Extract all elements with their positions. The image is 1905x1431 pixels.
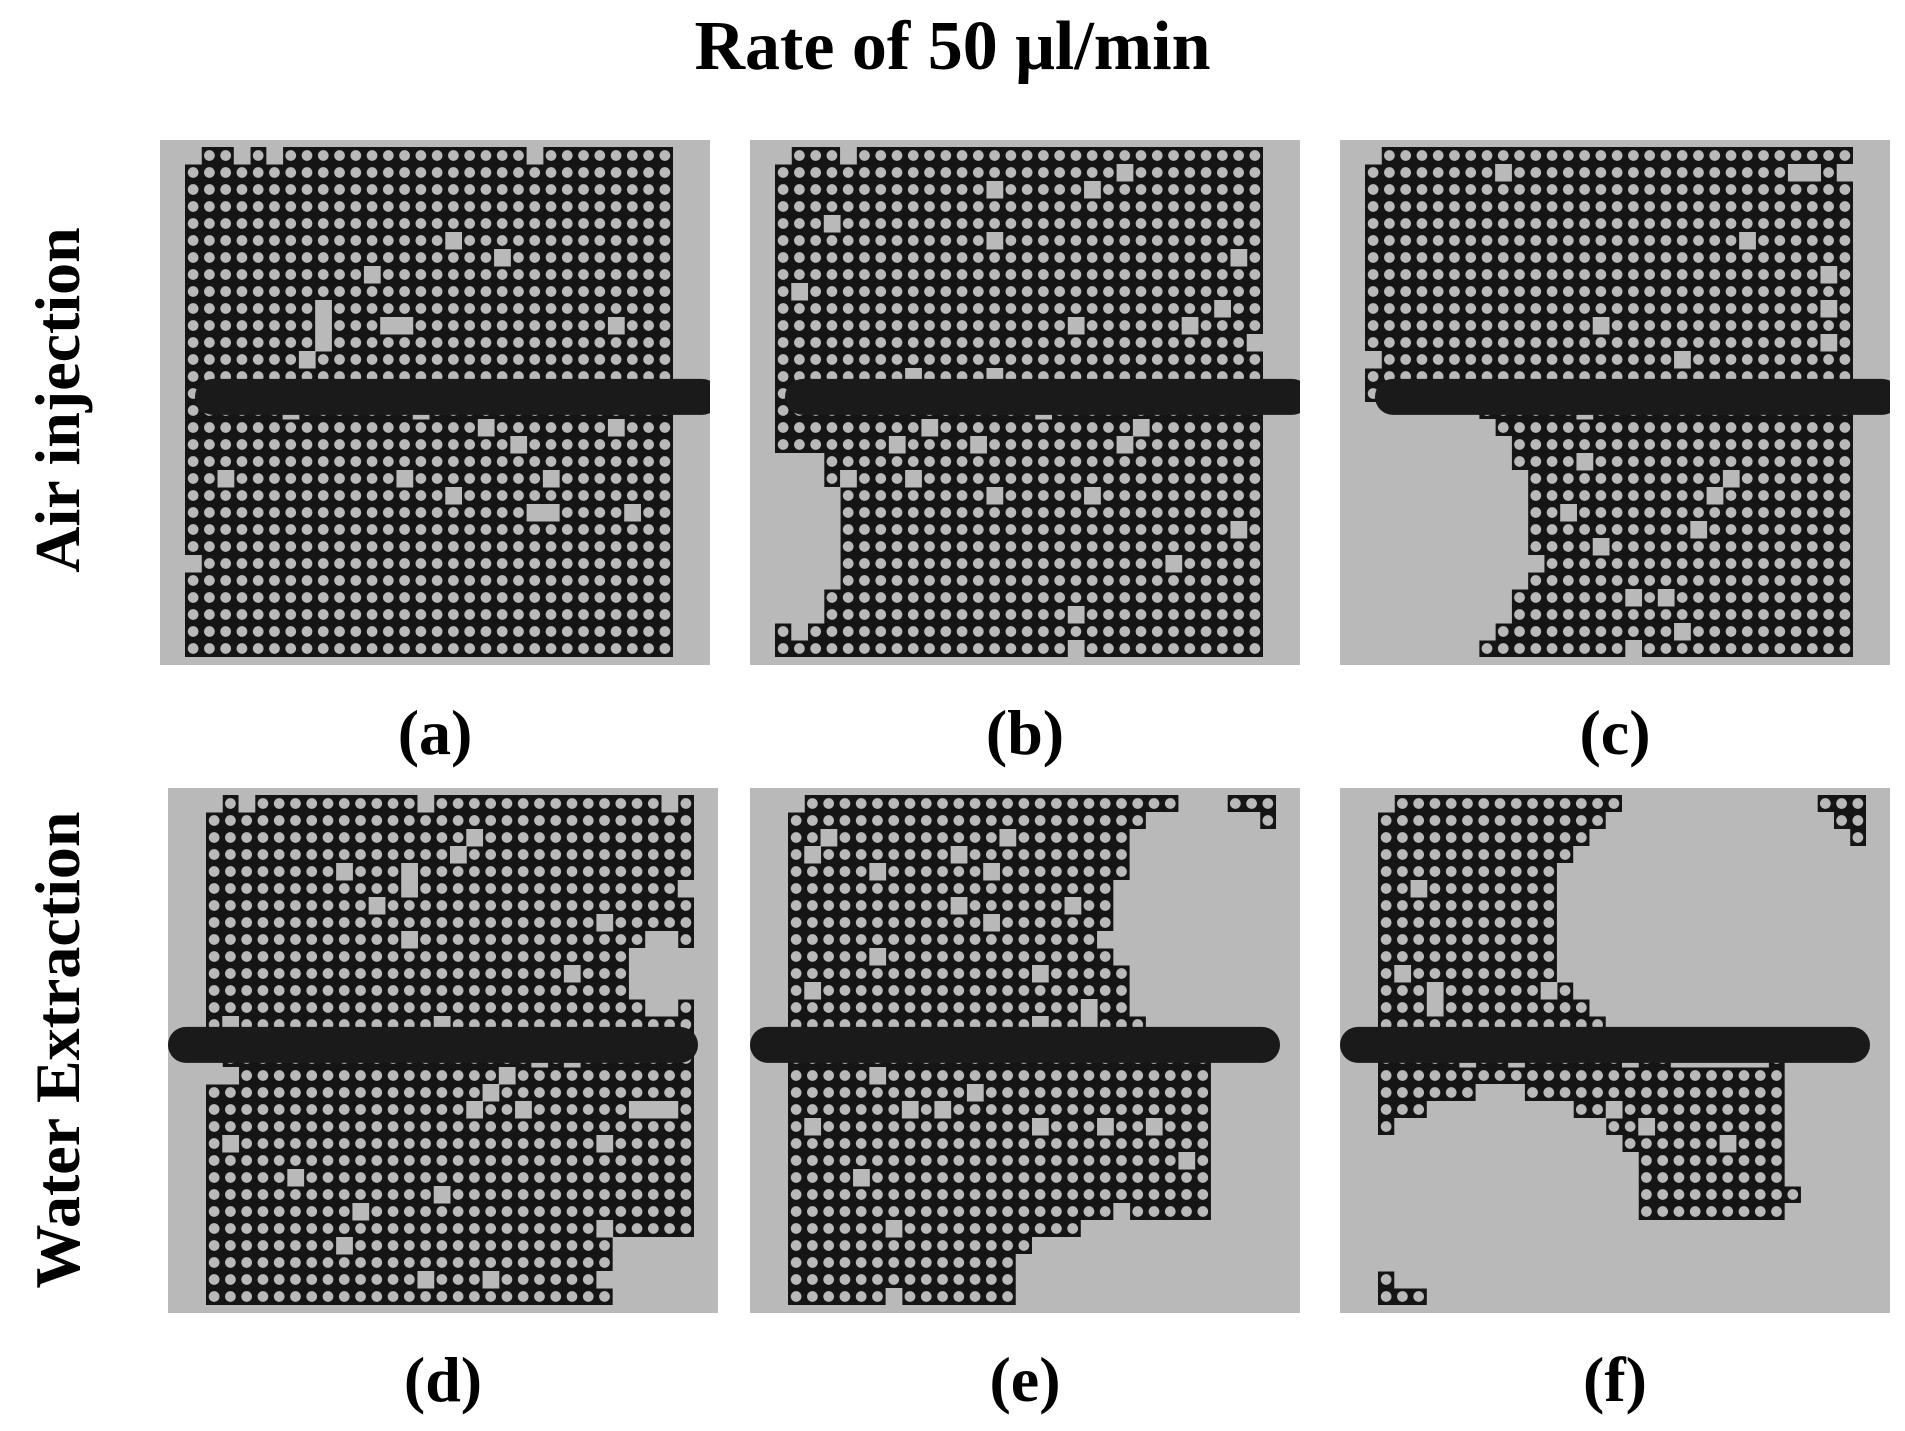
micromodel-image-a [160,140,710,665]
figure-title: Rate of 50 μl/min [694,8,1211,85]
panel-label-c: (c) [1579,697,1651,768]
micromodel-image-e [750,788,1300,1313]
panel-label-a: (a) [397,697,473,768]
micromodel-image-c [1340,140,1890,665]
micromodel-image-b [750,140,1300,665]
row-label-water-extraction: Water Extraction [22,811,93,1289]
row-label-air-injection: Air injection [22,227,93,573]
micromodel-image-d [168,788,718,1313]
panel-label-f: (f) [1583,1344,1647,1415]
panel-label-d: (d) [403,1344,483,1415]
panel-label-e: (e) [989,1344,1061,1415]
micromodel-image-f [1340,788,1890,1313]
panel-label-b: (b) [985,697,1065,768]
